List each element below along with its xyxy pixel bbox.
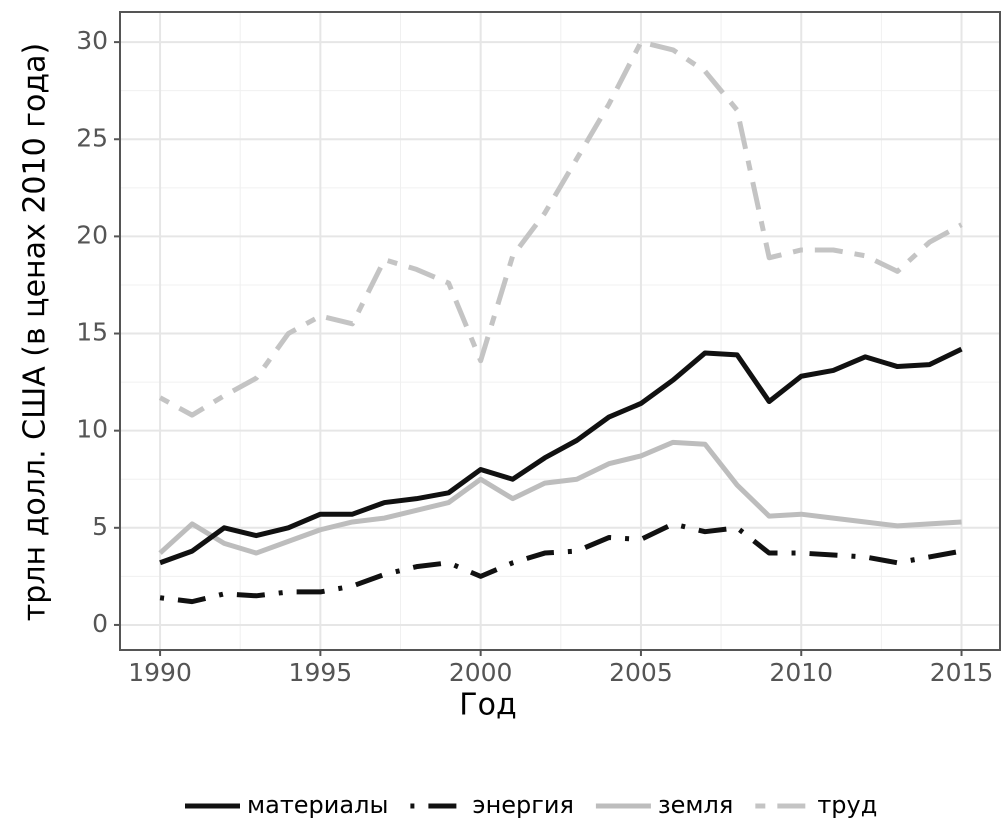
legend-label: земля bbox=[658, 791, 733, 819]
grid bbox=[120, 12, 1000, 650]
y-tick-label: 20 bbox=[76, 220, 108, 249]
y-tick-label: 30 bbox=[76, 26, 108, 55]
x-tick-label: 1990 bbox=[128, 658, 192, 687]
y-tick-label: 10 bbox=[76, 415, 108, 444]
x-tick-label: 2015 bbox=[930, 658, 994, 687]
legend-label: энергия bbox=[472, 791, 574, 819]
y-tick-label: 15 bbox=[76, 318, 108, 347]
line bbox=[158, 439, 962, 556]
y-tick-label: 0 bbox=[92, 609, 108, 638]
x-tick-label: 2000 bbox=[449, 658, 513, 687]
y-tick-label: 25 bbox=[76, 123, 108, 152]
x-axis-title: Год bbox=[459, 688, 516, 723]
y-tick-label: 5 bbox=[92, 512, 108, 541]
x-tick-label: 2005 bbox=[609, 658, 673, 687]
x-tick-label: 2010 bbox=[769, 658, 833, 687]
legend-label: труд bbox=[817, 791, 877, 819]
plot-border bbox=[119, 11, 1001, 651]
line bbox=[159, 521, 962, 605]
line bbox=[159, 346, 963, 566]
line bbox=[158, 39, 963, 418]
y-axis-title: трлн долл. США (в ценах 2010 года) bbox=[18, 43, 53, 621]
legend-label: материалы bbox=[247, 791, 388, 819]
x-tick-label: 1995 bbox=[289, 658, 353, 687]
